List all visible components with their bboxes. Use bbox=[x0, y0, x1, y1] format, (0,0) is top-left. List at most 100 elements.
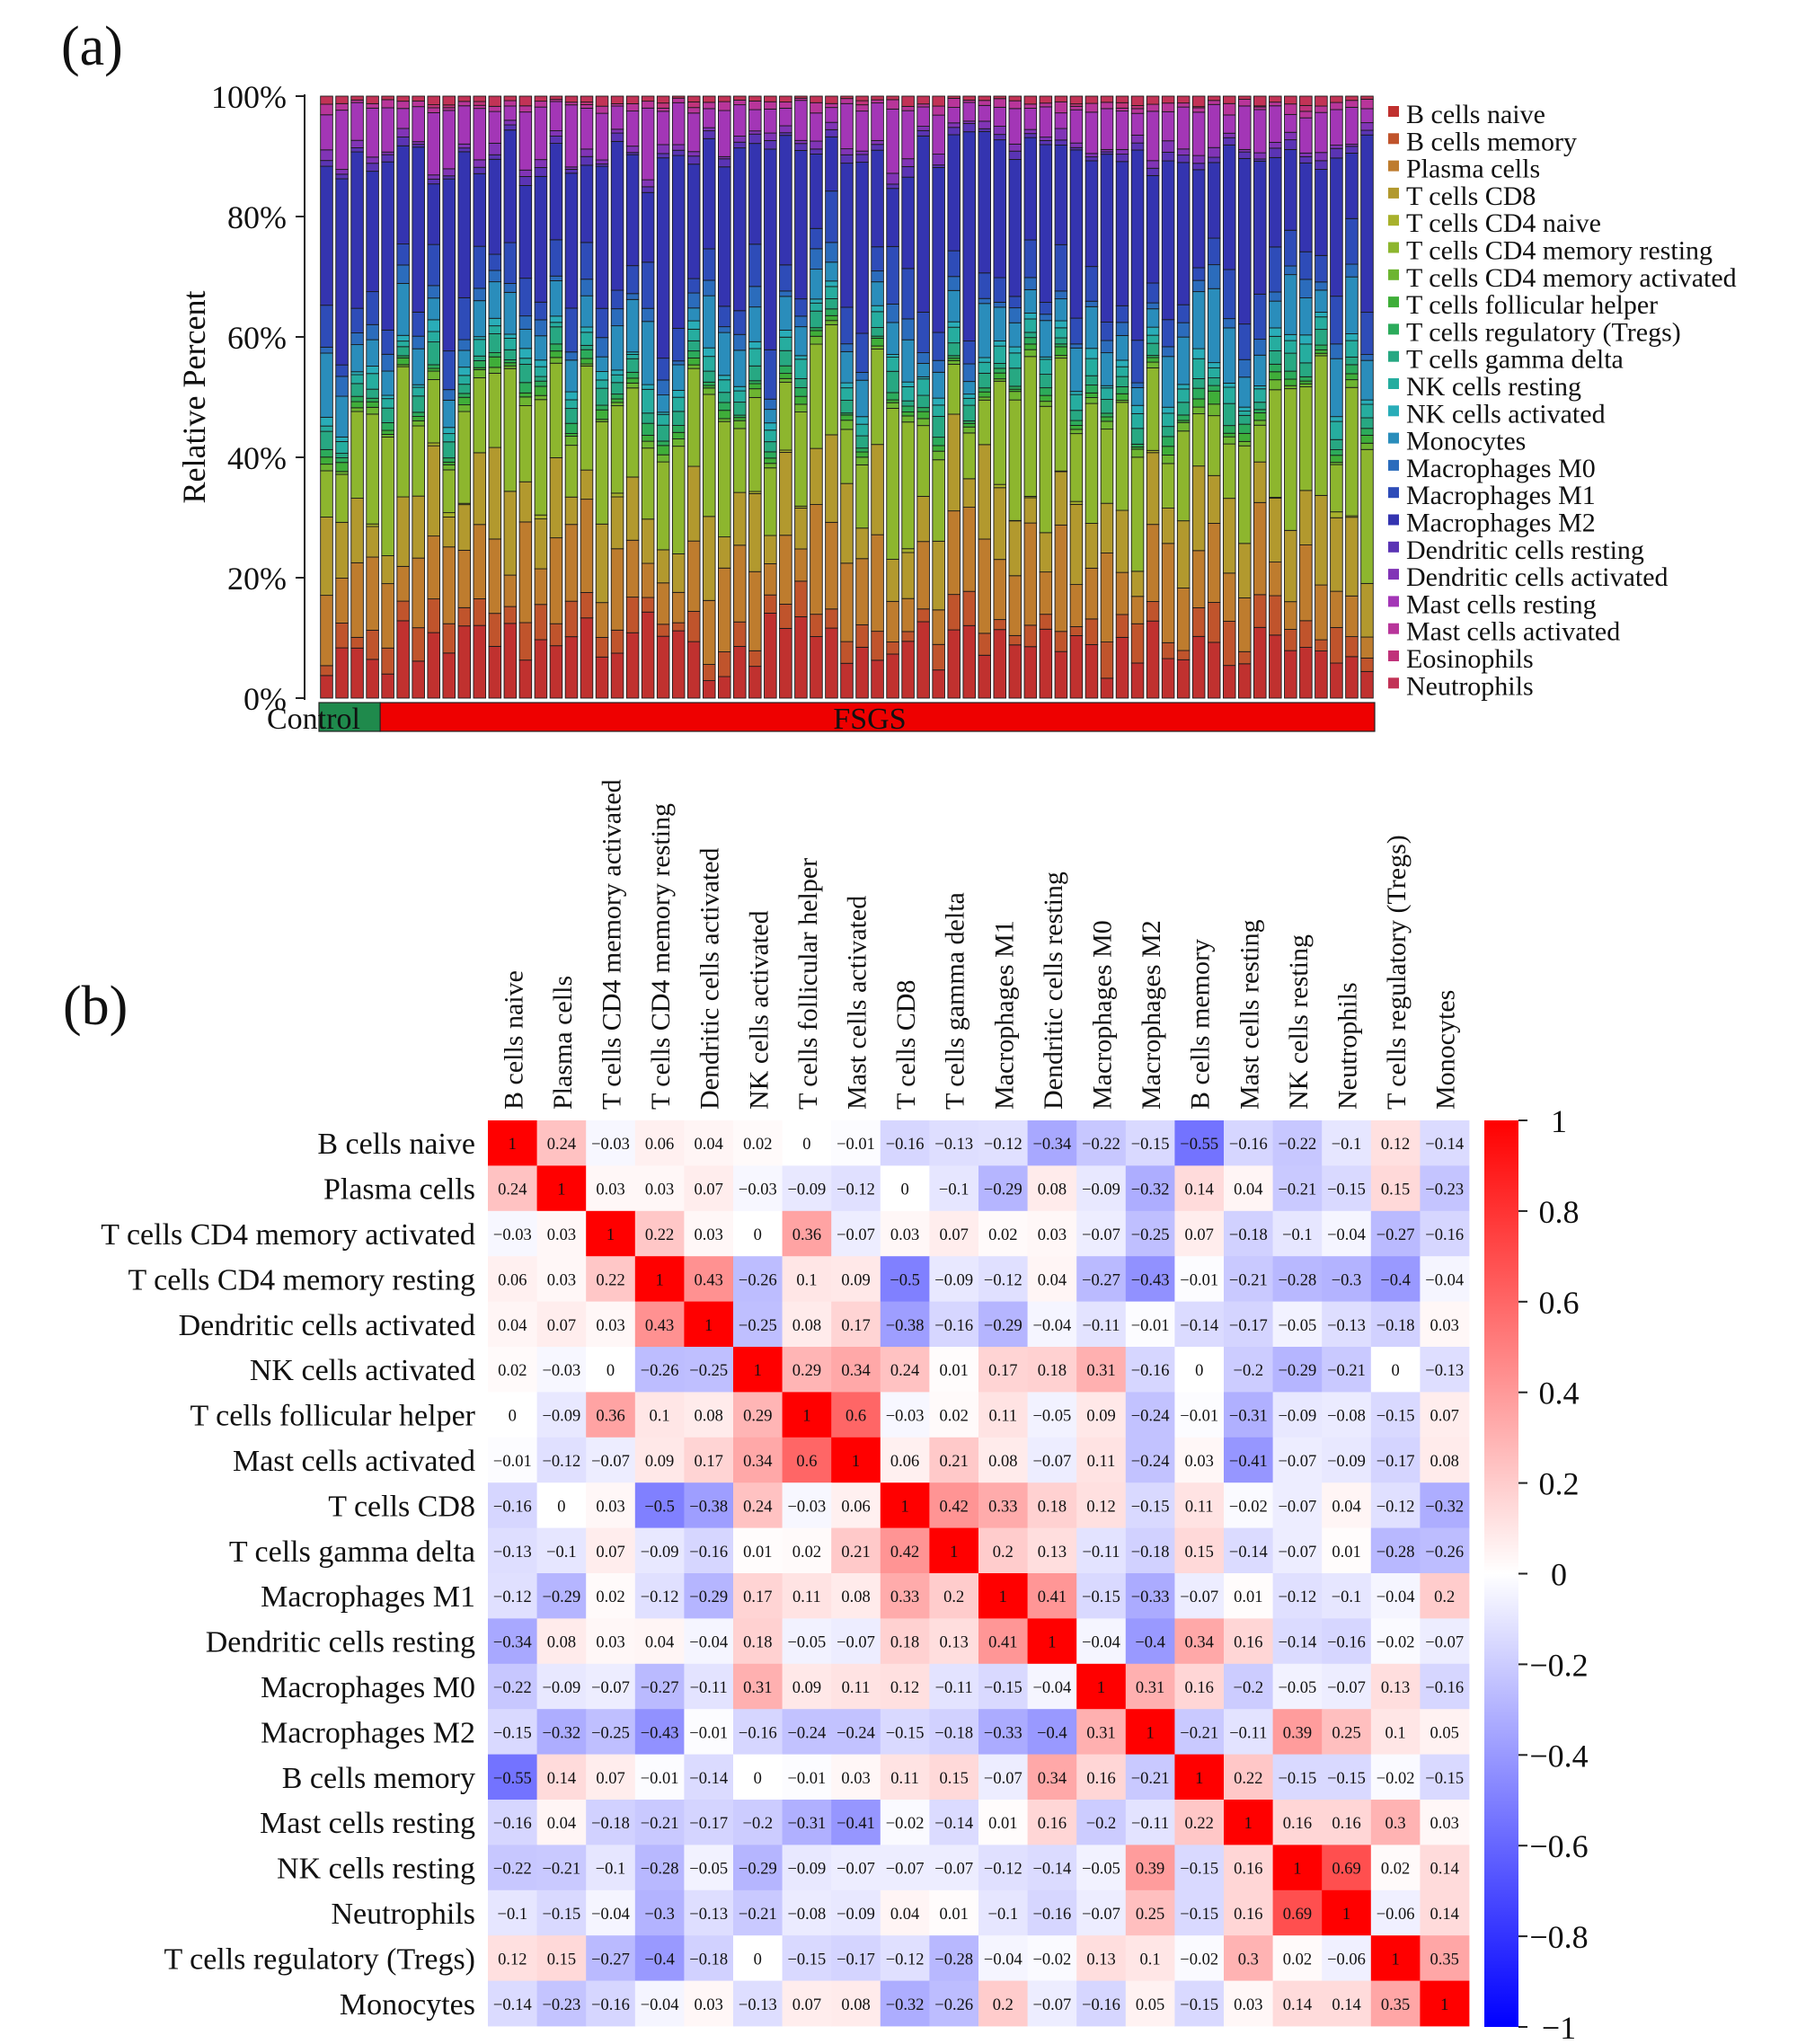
cell-value: −0.18 bbox=[934, 1724, 973, 1742]
cell-value: −0.07 bbox=[1278, 1498, 1316, 1516]
cell-value: 0.06 bbox=[841, 1498, 870, 1516]
heatmap-cell bbox=[929, 1935, 979, 1981]
bar-segment bbox=[1237, 414, 1252, 425]
bar-segment bbox=[718, 375, 731, 381]
cell-value: −0.15 bbox=[1278, 1770, 1316, 1788]
legend-entry: Monocytes bbox=[1406, 427, 1526, 456]
bar-segment bbox=[702, 130, 716, 139]
bar-segment bbox=[1269, 327, 1282, 337]
bar-segment bbox=[427, 370, 440, 380]
bar-segment bbox=[503, 365, 518, 369]
cell-value: 0.18 bbox=[743, 1634, 772, 1652]
heatmap-cell bbox=[1076, 1210, 1127, 1257]
bar-segment bbox=[518, 363, 533, 384]
heatmap-cell bbox=[586, 1120, 636, 1166]
bar-segment bbox=[993, 341, 1007, 347]
cell-value: 0.1 bbox=[650, 1408, 670, 1426]
heatmap-cell bbox=[1370, 1709, 1421, 1755]
bar-segment bbox=[564, 445, 579, 498]
bar-segment bbox=[1146, 367, 1160, 451]
bar-segment bbox=[1284, 265, 1297, 276]
bar-segment bbox=[396, 108, 410, 129]
bar-segment bbox=[1176, 588, 1191, 651]
cell-value: 0.6 bbox=[845, 1408, 866, 1426]
cell-value: 0.03 bbox=[1430, 1317, 1459, 1335]
cell-value: 0.13 bbox=[1086, 1951, 1115, 1969]
heatmap-cell bbox=[1420, 1392, 1470, 1438]
bar-segment bbox=[1130, 142, 1145, 151]
bar-segment bbox=[993, 372, 1007, 380]
bar-segment bbox=[1115, 111, 1129, 150]
heatmap-cell bbox=[1370, 1754, 1421, 1801]
heatmap-cell bbox=[634, 1120, 685, 1166]
bar-segment bbox=[396, 334, 410, 342]
heatmap-cell bbox=[634, 1482, 685, 1528]
bar-segment bbox=[810, 636, 823, 699]
bar-segment bbox=[718, 166, 731, 307]
bar-segment bbox=[1299, 376, 1313, 382]
bar-segment bbox=[1299, 362, 1313, 377]
bar-segment bbox=[1054, 139, 1068, 146]
bar-segment bbox=[1176, 650, 1191, 660]
heatmap-cell bbox=[1224, 1392, 1273, 1438]
bar-segment bbox=[518, 382, 533, 394]
bar-segment bbox=[488, 270, 502, 283]
heatmap-cell bbox=[929, 1482, 979, 1528]
cell-value: −0.22 bbox=[493, 1861, 532, 1879]
bar-segment bbox=[1330, 343, 1343, 359]
bar-segment bbox=[1207, 642, 1221, 699]
heatmap-cell bbox=[1420, 1120, 1470, 1166]
cell-value: −0.01 bbox=[1180, 1408, 1218, 1426]
bar-segment bbox=[366, 156, 379, 164]
bar-segment bbox=[932, 95, 945, 107]
bar-segment bbox=[366, 659, 379, 699]
heatmap-cell bbox=[1027, 1663, 1077, 1710]
bar-segment bbox=[1253, 501, 1267, 596]
bar-segment bbox=[1054, 346, 1068, 357]
bar-segment bbox=[412, 95, 425, 102]
cell-value: 1 bbox=[1293, 1861, 1301, 1879]
heatmap-cell bbox=[929, 1845, 979, 1891]
cell-value: −0.43 bbox=[641, 1724, 679, 1742]
heatmap-cell bbox=[586, 1165, 636, 1212]
heatmap-cell bbox=[1125, 1437, 1175, 1483]
bar-segment bbox=[381, 583, 394, 649]
heatmap-cell bbox=[1370, 1256, 1421, 1302]
bar-segment bbox=[1330, 511, 1343, 518]
bar-segment bbox=[886, 399, 899, 403]
bar-segment bbox=[1130, 456, 1145, 572]
bar-segment bbox=[564, 496, 579, 526]
heatmap-cell bbox=[929, 1754, 979, 1801]
bar-segment bbox=[1146, 160, 1160, 169]
heatmap-cell bbox=[831, 1889, 881, 1936]
bar-segment bbox=[794, 358, 808, 379]
bar-segment bbox=[1161, 151, 1175, 162]
bar-segment bbox=[1023, 239, 1038, 279]
cell-value: 0.14 bbox=[1283, 1996, 1312, 2014]
cell-value: 0.04 bbox=[498, 1317, 527, 1335]
column-label: NK cells resting bbox=[1284, 934, 1314, 1110]
bar-segment bbox=[764, 101, 777, 110]
bar-segment bbox=[671, 155, 686, 329]
heatmap-cell bbox=[733, 1709, 783, 1755]
bar-segment bbox=[381, 394, 394, 400]
bar-segment bbox=[947, 289, 960, 323]
legend-entry: T cells CD4 memory resting bbox=[1406, 236, 1713, 266]
bar-segment bbox=[779, 627, 792, 699]
bar-segment bbox=[1330, 626, 1343, 664]
bar-segment bbox=[1207, 385, 1221, 392]
bar-segment bbox=[1284, 113, 1297, 133]
bar-segment bbox=[962, 102, 976, 122]
bar-segment bbox=[748, 109, 762, 132]
cell-value: 0.34 bbox=[841, 1362, 870, 1380]
heatmap-cell bbox=[1224, 1256, 1273, 1302]
cell-value: −0.11 bbox=[935, 1679, 973, 1697]
bar-segment bbox=[1146, 167, 1160, 176]
bar-segment bbox=[886, 188, 899, 247]
y-tick-label: 60% bbox=[227, 320, 287, 356]
heatmap-cell bbox=[684, 1889, 734, 1936]
heatmap-cell bbox=[1322, 1889, 1372, 1936]
bar-segment bbox=[396, 357, 410, 366]
bar-segment bbox=[993, 629, 1007, 699]
bar-segment bbox=[564, 422, 579, 434]
